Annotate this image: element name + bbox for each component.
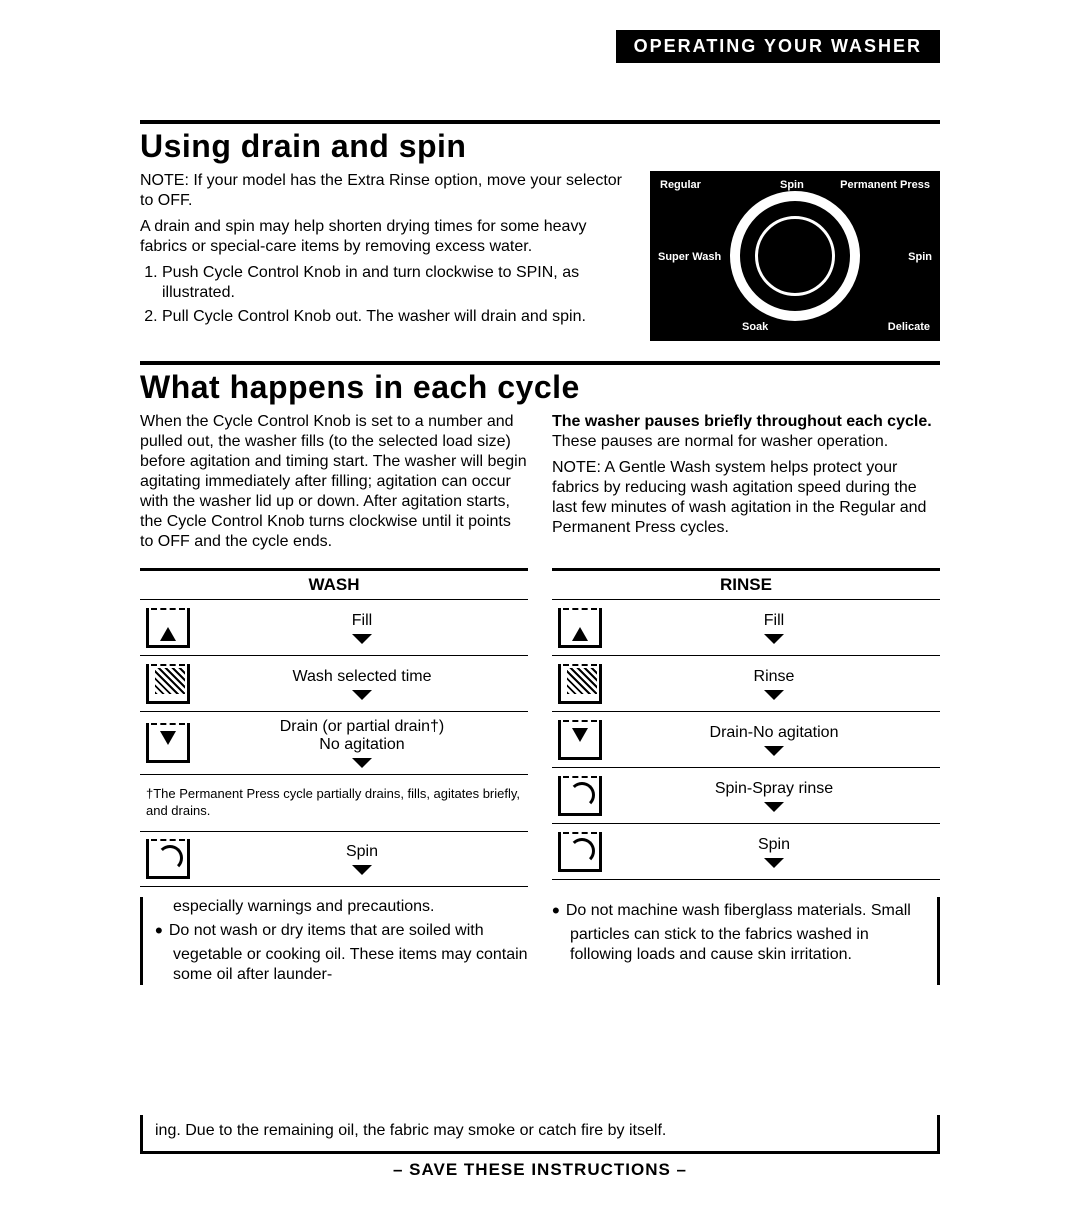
wash-table: WASH Fill Wash selected time Drain (or p… <box>140 568 528 887</box>
dial-label-regular: Regular <box>660 179 701 191</box>
step-2: Pull Cycle Control Knob out. The washer … <box>162 307 632 327</box>
down-arrow-icon <box>764 858 784 868</box>
rinse-spin: Spin <box>758 836 790 853</box>
rinse-fill: Fill <box>764 612 784 629</box>
trailing-box: ing. Due to the remaining oil, the fabri… <box>140 1115 940 1155</box>
wash-spin: Spin <box>346 843 378 860</box>
warning-right: Do not machine wash fiberglass materials… <box>552 897 940 985</box>
right-bold: The washer pauses briefly throughout eac… <box>552 413 932 430</box>
wash-head: WASH <box>140 568 528 600</box>
down-arrow-icon <box>352 758 372 768</box>
dial-inner <box>755 216 835 296</box>
section2-left: When the Cycle Control Knob is set to a … <box>140 412 528 552</box>
desc-text: A drain and spin may help shorten drying… <box>140 217 632 257</box>
rinse-head: RINSE <box>552 568 940 600</box>
header-bar: OPERATING YOUR WASHER <box>616 30 940 63</box>
trailing-text: ing. Due to the remaining oil, the fabri… <box>155 1122 666 1139</box>
warn-l2: Do not wash or dry items that are soiled… <box>173 917 528 985</box>
footer-text: – SAVE THESE INSTRUCTIONS – <box>140 1160 940 1180</box>
spin-spray-icon <box>558 776 602 816</box>
right-note: NOTE: A Gentle Wash system helps protect… <box>552 458 940 538</box>
dial-label-spin-right: Spin <box>908 251 932 263</box>
wash-time: Wash selected time <box>292 668 431 685</box>
dial-label-spin-top: Spin <box>780 179 804 191</box>
warn-r1: Do not machine wash fiberglass materials… <box>570 897 925 965</box>
spin-icon <box>146 839 190 879</box>
dial-label-super: Super Wash <box>658 251 721 263</box>
section1-text: NOTE: If your model has the Extra Rinse … <box>140 171 632 341</box>
agitate-icon <box>558 664 602 704</box>
section2-right: The washer pauses briefly throughout eac… <box>552 412 940 552</box>
drain-icon <box>558 720 602 760</box>
rinse-drain: Drain-No agitation <box>710 724 839 741</box>
dial-label-soak: Soak <box>742 321 768 333</box>
wash-footnote: †The Permanent Press cycle partially dra… <box>140 782 528 824</box>
fill-icon <box>146 608 190 648</box>
down-arrow-icon <box>352 690 372 700</box>
down-arrow-icon <box>764 690 784 700</box>
divider <box>140 120 940 124</box>
rinse-rinse: Rinse <box>754 668 795 685</box>
fill-icon <box>558 608 602 648</box>
step-1: Push Cycle Control Knob in and turn cloc… <box>162 263 632 303</box>
rinse-table: RINSE Fill Rinse Drain-No agitation Spin… <box>552 568 940 887</box>
section2-title: What happens in each cycle <box>140 369 940 406</box>
wash-drain-b: No agitation <box>319 736 404 753</box>
dial-label-permanent: Permanent Press <box>840 179 930 191</box>
divider <box>140 361 940 365</box>
cycle-dial-illustration: Regular Permanent Press Super Wash Soak … <box>650 171 940 341</box>
warn-l1: especially warnings and precautions. <box>155 897 528 917</box>
wash-fill: Fill <box>352 612 372 629</box>
agitate-icon <box>146 664 190 704</box>
rinse-spinspray: Spin-Spray rinse <box>715 780 833 797</box>
down-arrow-icon <box>352 634 372 644</box>
down-arrow-icon <box>764 746 784 756</box>
wash-drain-a: Drain (or partial drain†) <box>280 718 445 735</box>
down-arrow-icon <box>352 865 372 875</box>
spin-icon <box>558 832 602 872</box>
down-arrow-icon <box>764 634 784 644</box>
section1-title: Using drain and spin <box>140 128 940 165</box>
warning-left: especially warnings and precautions. Do … <box>140 897 528 985</box>
down-arrow-icon <box>764 802 784 812</box>
right-rest: These pauses are normal for washer opera… <box>552 433 888 450</box>
note-text: NOTE: If your model has the Extra Rinse … <box>140 171 632 211</box>
dial-label-delicate: Delicate <box>888 321 930 333</box>
drain-icon <box>146 723 190 763</box>
